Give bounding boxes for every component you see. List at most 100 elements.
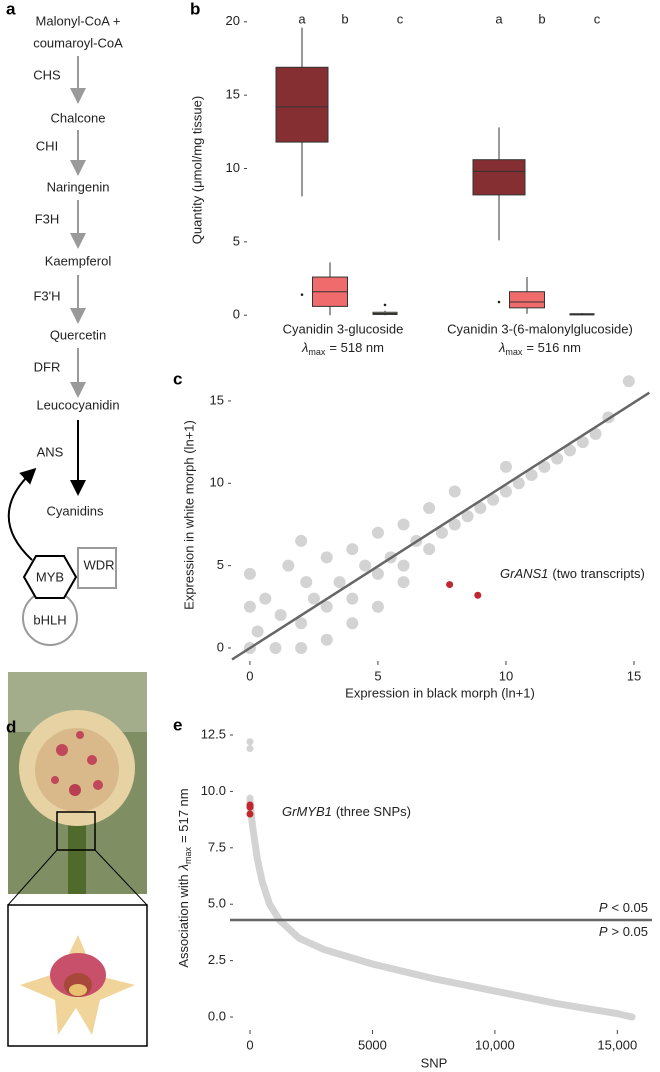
lambda: λ [301, 340, 308, 355]
panel-label: b [190, 0, 200, 18]
y-tick-label: 0 [233, 307, 240, 322]
subscript: max [505, 347, 523, 357]
point [251, 625, 264, 638]
point [282, 559, 295, 572]
panel-label: c [173, 369, 182, 388]
regulator: WDR [83, 557, 114, 572]
box [472, 159, 526, 196]
compound: Chalcone [51, 110, 106, 125]
point [538, 460, 551, 473]
point [499, 460, 512, 473]
point [243, 600, 256, 613]
subscript: max [183, 846, 193, 864]
panel-label: a [6, 0, 16, 18]
point [622, 375, 635, 388]
point [499, 485, 512, 498]
point [295, 617, 308, 630]
fit-line [231, 391, 651, 661]
annotation: GrANS1 (two transcripts) [500, 566, 645, 581]
point [274, 609, 287, 622]
compound: Cyanidins [46, 503, 104, 518]
compound: Naringenin [47, 179, 110, 194]
point [333, 576, 346, 589]
panel-label: d [6, 717, 16, 736]
x-tick-label: 5000 [358, 1037, 387, 1052]
point [448, 518, 461, 531]
subscript: max [308, 347, 326, 357]
point [551, 452, 564, 465]
point [346, 543, 359, 556]
point [371, 600, 384, 613]
compound: Malonyl-CoA + [36, 13, 121, 28]
note-text: = 518 nm [329, 340, 384, 355]
threshold-label: P < 0.05 [599, 900, 648, 915]
point [512, 477, 525, 490]
x-tick-label: 5 [374, 668, 381, 683]
y-tick-label: 12.5 [201, 726, 226, 741]
point [525, 469, 538, 482]
enzyme: F3'H [33, 288, 60, 303]
point [320, 551, 333, 564]
point [589, 427, 602, 440]
box [275, 66, 329, 143]
y-tick-label: 10 [226, 160, 240, 175]
y-tick-label: 5 [217, 557, 224, 572]
point [320, 633, 333, 646]
highlight-point [446, 581, 454, 589]
y-tick-label: 5 [233, 233, 240, 248]
point [576, 436, 589, 449]
significance-letter: c [397, 11, 404, 26]
point [259, 592, 272, 605]
point [320, 600, 333, 613]
compound: Quercetin [50, 327, 106, 342]
point [423, 543, 436, 556]
threshold-text: > 0.05 [611, 924, 648, 939]
point [243, 567, 256, 580]
point [397, 518, 410, 531]
point [371, 567, 384, 580]
y-tick-label: 0 [217, 639, 224, 654]
threshold-label: P > 0.05 [599, 924, 648, 939]
point [448, 485, 461, 498]
label-text: = 517 nm [176, 788, 191, 843]
panel-label: e [173, 715, 182, 734]
y-tick-label: 15 [226, 87, 240, 102]
photo [7, 672, 148, 1047]
regulation-arrow [7, 467, 37, 561]
compound: coumaroyl-CoA [33, 35, 123, 50]
y-tick-label: 7.5 [208, 839, 226, 854]
annotation-text: (two transcripts) [552, 566, 644, 581]
point [269, 641, 282, 654]
point [346, 617, 359, 630]
point [246, 738, 254, 746]
highlight-point [246, 810, 254, 818]
x-axis-label: SNP [421, 1055, 448, 1070]
category-note: λmax = 518 nm [301, 340, 384, 357]
enzyme: CHS [33, 67, 61, 82]
point [246, 794, 254, 802]
significance-letter: c [594, 11, 601, 26]
point [300, 576, 313, 589]
box [509, 291, 545, 309]
enzyme: DFR [34, 359, 61, 374]
y-tick-label: 0.0 [208, 1008, 226, 1023]
point [474, 501, 487, 514]
enzyme: F3H [35, 211, 60, 226]
significance-letter: b [538, 11, 545, 26]
myb-shape [22, 555, 78, 599]
x-tick-label: 0 [246, 668, 253, 683]
point [563, 444, 576, 457]
point [397, 559, 410, 572]
highlight-point [246, 803, 254, 811]
y-tick-label: 20 [226, 13, 240, 28]
category-label: Cyanidin 3-(6-malonylglucoside) [447, 321, 633, 336]
point [295, 534, 308, 547]
regulator: bHLH [33, 612, 66, 627]
association-curve [246, 796, 636, 1021]
significance-letter: a [298, 11, 306, 26]
y-tick-label: 15 [210, 392, 224, 407]
category-label: Cyanidin 3-glucoside [283, 321, 404, 336]
y-axis-label: Expression in white morph (ln+1) [181, 420, 196, 610]
point [346, 592, 359, 605]
